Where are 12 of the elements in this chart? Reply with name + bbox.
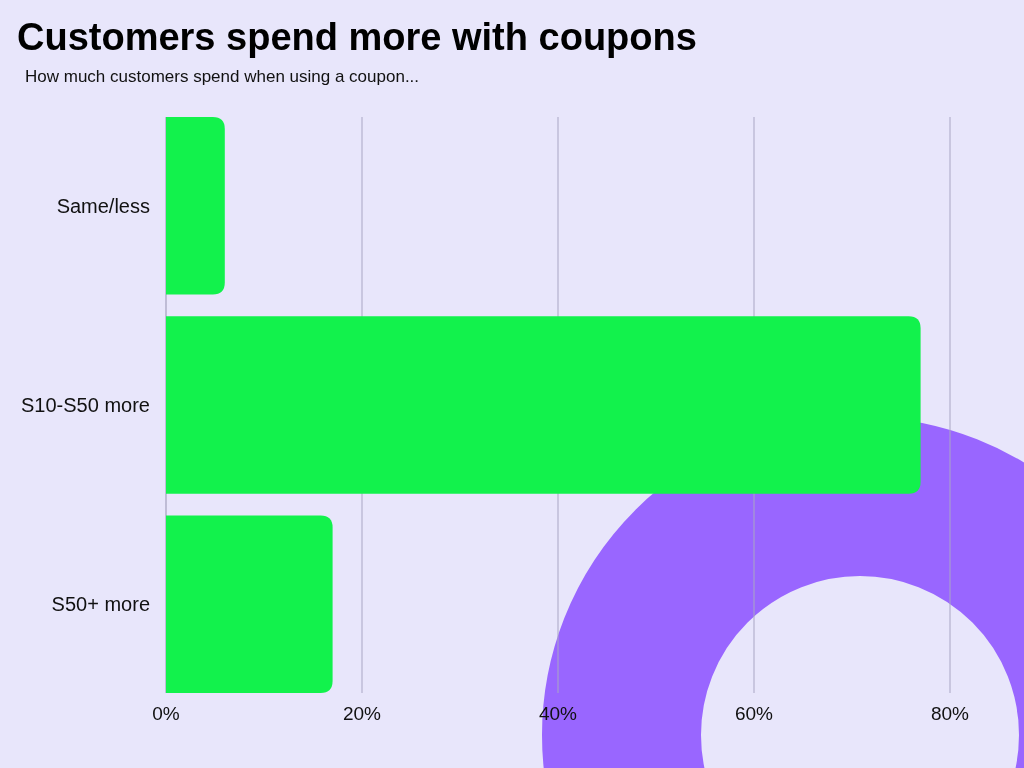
x-tick-label: 20%: [342, 703, 382, 724]
y-tick-label: S10-S50 more: [21, 394, 150, 416]
bar: [166, 117, 225, 295]
x-tick-label: 0%: [152, 703, 180, 724]
chart-title: Customers spend more with coupons: [17, 16, 697, 58]
chart-subtitle: How much customers spend when using a coupon...: [25, 67, 420, 86]
x-tick-label: 40%: [538, 703, 578, 724]
y-tick-label: Same/less: [56, 194, 150, 217]
y-tick-label: S50+ more: [51, 593, 150, 616]
x-tick-label: 60%: [734, 703, 774, 724]
bar: [166, 515, 333, 693]
x-tick-label: 80%: [930, 703, 970, 724]
